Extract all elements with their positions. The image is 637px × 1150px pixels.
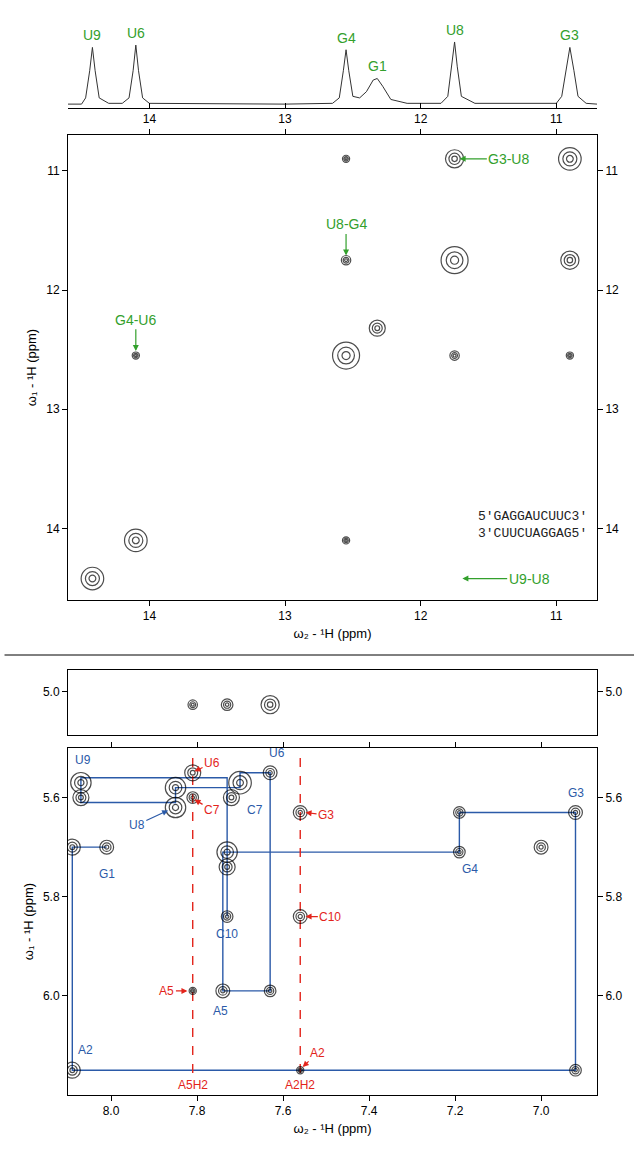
svg-text:6.0: 6.0 (43, 989, 60, 1003)
svg-text:ω₂ - ¹H (ppm): ω₂ - ¹H (ppm) (293, 1121, 371, 1136)
svg-text:13: 13 (278, 112, 292, 126)
svg-text:C7: C7 (204, 803, 220, 817)
svg-text:ω₁ - ¹H (ppm): ω₁ - ¹H (ppm) (21, 883, 36, 960)
svg-text:12: 12 (605, 283, 619, 297)
svg-text:5.6: 5.6 (605, 791, 622, 805)
svg-text:11: 11 (550, 112, 563, 126)
svg-text:A2H2: A2H2 (285, 1078, 315, 1092)
svg-text:7.2: 7.2 (447, 1104, 464, 1118)
svg-text:U6: U6 (204, 756, 220, 770)
svg-text:U8-G4: U8-G4 (326, 216, 367, 232)
svg-text:G3: G3 (568, 786, 584, 800)
svg-text:G1: G1 (368, 58, 387, 74)
svg-text:14: 14 (605, 522, 619, 536)
svg-text:11: 11 (550, 609, 563, 623)
svg-text:7.4: 7.4 (361, 1104, 378, 1118)
svg-text:U6: U6 (269, 746, 285, 760)
svg-text:C7: C7 (247, 803, 263, 817)
svg-text:14: 14 (143, 609, 157, 623)
svg-text:A5H2: A5H2 (178, 1078, 208, 1092)
svg-text:U9-U8: U9-U8 (509, 571, 550, 587)
svg-text:C10: C10 (216, 927, 238, 941)
svg-text:G4: G4 (462, 862, 478, 876)
svg-text:ω₁ - ¹H (ppm): ω₁ - ¹H (ppm) (24, 329, 39, 406)
svg-text:11: 11 (47, 164, 60, 178)
svg-text:12: 12 (414, 609, 428, 623)
svg-text:14: 14 (46, 522, 60, 536)
svg-text:A2: A2 (310, 1046, 325, 1060)
svg-text:7.6: 7.6 (275, 1104, 292, 1118)
svg-text:12: 12 (46, 283, 60, 297)
svg-text:ω₂ - ¹H (ppm): ω₂ - ¹H (ppm) (293, 626, 371, 641)
svg-text:5.0: 5.0 (43, 685, 60, 699)
svg-text:G1: G1 (99, 867, 115, 881)
svg-text:7.8: 7.8 (189, 1104, 206, 1118)
svg-text:G4: G4 (337, 30, 356, 46)
svg-text:7.0: 7.0 (533, 1104, 550, 1118)
svg-text:5.8: 5.8 (43, 890, 60, 904)
svg-text:A5: A5 (213, 1004, 228, 1018)
svg-text:12: 12 (414, 112, 428, 126)
svg-text:U6: U6 (127, 25, 145, 41)
svg-text:5.6: 5.6 (43, 791, 60, 805)
svg-text:6.0: 6.0 (605, 989, 622, 1003)
svg-text:5'GAGGAUCUUC3'3'CUUCUAGGAG5': 5'GAGGAUCUUC3'3'CUUCUAGGAG5' (478, 509, 587, 541)
svg-text:G3: G3 (318, 808, 334, 822)
svg-text:C10: C10 (319, 910, 341, 924)
svg-text:14: 14 (143, 112, 157, 126)
svg-text:5.8: 5.8 (605, 890, 622, 904)
svg-text:U9: U9 (83, 27, 101, 43)
svg-text:U8: U8 (129, 818, 145, 832)
svg-text:A2: A2 (78, 1043, 93, 1057)
svg-text:13: 13 (605, 402, 619, 416)
svg-text:13: 13 (278, 609, 292, 623)
svg-text:A5: A5 (159, 984, 174, 998)
svg-text:G3: G3 (560, 27, 579, 43)
svg-text:U9: U9 (75, 753, 91, 767)
svg-text:G3-U8: G3-U8 (488, 151, 529, 167)
svg-text:G4-U6: G4-U6 (115, 312, 156, 328)
svg-text:5.0: 5.0 (605, 685, 622, 699)
svg-text:13: 13 (46, 402, 60, 416)
svg-text:U8: U8 (446, 22, 464, 38)
svg-text:11: 11 (605, 164, 618, 178)
svg-text:8.0: 8.0 (103, 1104, 120, 1118)
